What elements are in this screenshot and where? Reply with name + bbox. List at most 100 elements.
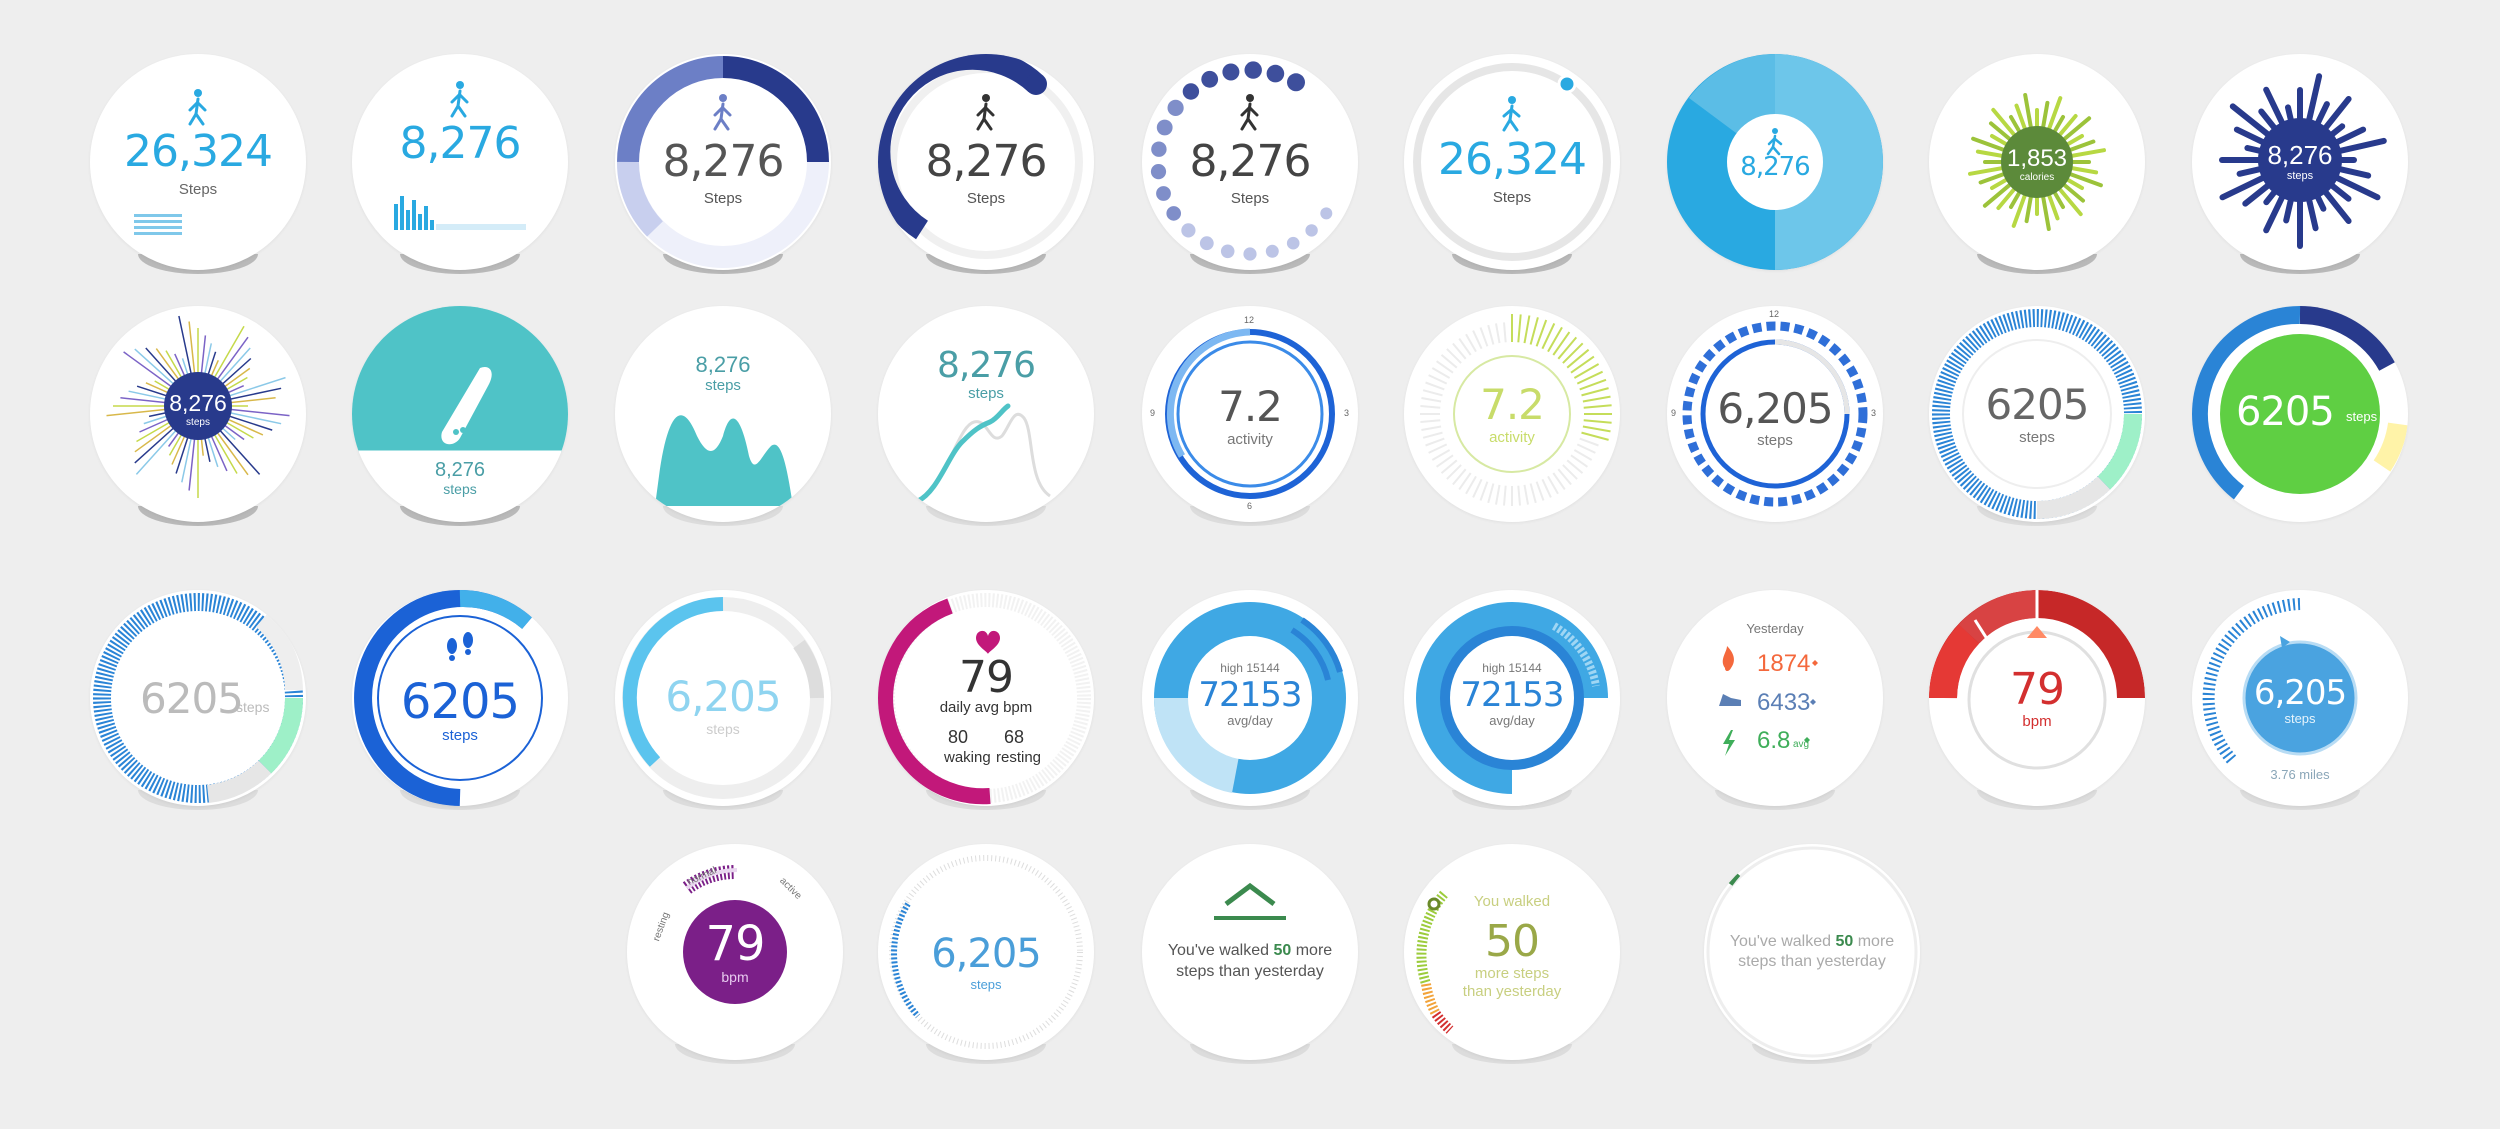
- watch-face-steps-average[interactable]: high 15144 72153 avg/day: [1142, 590, 1358, 810]
- activity-value: 7.2: [1480, 380, 1545, 429]
- steps-label: steps: [705, 377, 741, 394]
- step-count: 6,205: [931, 931, 1042, 977]
- watch-face-bpm-zones[interactable]: resting normal active 79 bpm: [627, 844, 843, 1064]
- chevron-up-icon: [1214, 882, 1286, 920]
- comparison-number: 50: [1835, 933, 1854, 950]
- progress-ring: [622, 597, 824, 799]
- hills-chart: [655, 415, 793, 506]
- progress-ring: [878, 54, 1083, 259]
- watch-face-steps-gradient-ring[interactable]: 8,276 Steps: [615, 54, 831, 274]
- striped-ring: [93, 593, 304, 803]
- step-count: 8,276: [2267, 140, 2333, 170]
- watch-face-steps-navy-ring[interactable]: 8,276 Steps: [878, 54, 1094, 274]
- watch-face-steps-line[interactable]: 8,276 steps: [878, 306, 1094, 526]
- watch-face-steps-rays[interactable]: 8,276 steps: [90, 306, 306, 526]
- watch-face-steps-dots[interactable]: 8,276 Steps: [1142, 54, 1358, 274]
- step-count: 8,276: [169, 390, 227, 416]
- watch-face-steps-bars[interactable]: 26,324 Steps: [90, 54, 306, 274]
- steps-label: steps: [2019, 429, 2055, 446]
- steps-value: 6433: [1757, 689, 1811, 716]
- walker-icon: [188, 89, 207, 126]
- trend-up-icon: [1804, 737, 1810, 743]
- bpm-value: 79: [705, 916, 765, 972]
- calories-count: 1,853: [2006, 145, 2068, 172]
- bpm-gauge: [1929, 590, 2145, 770]
- watch-face-steps-hills[interactable]: 8,276 steps: [615, 306, 831, 526]
- watch-face-steps-footsteps[interactable]: 6205 steps: [352, 590, 568, 810]
- watch-face-bpm-gauge[interactable]: 79 bpm: [1929, 590, 2145, 810]
- bpm-value: 79: [2010, 664, 2065, 715]
- bpm-value: 79: [959, 652, 1014, 703]
- line-chart: [915, 403, 1051, 504]
- watch-face-steps-shoe[interactable]: 8,276 steps: [352, 306, 568, 526]
- watch-face-comparison-chevron[interactable]: You've walked 50 more steps than yesterd…: [1142, 844, 1358, 1064]
- steps-label: Steps: [1230, 190, 1270, 207]
- comparison-line-1: You've walked 50 more: [1167, 942, 1333, 959]
- comparison-number: 50: [1485, 916, 1540, 967]
- waking-value: 80: [948, 727, 969, 747]
- step-count: 8,276: [936, 345, 1036, 386]
- steps-label: steps: [970, 977, 1002, 992]
- watch-face-comparison-light[interactable]: You've walked 50 more steps than yesterd…: [1704, 844, 1920, 1064]
- watch-face-steps-cyan-arc[interactable]: 6,205 steps: [615, 590, 831, 810]
- steps-label: steps: [706, 721, 740, 737]
- watch-face-steps-split[interactable]: 8,276: [1667, 54, 1883, 270]
- watch-face-yesterday-summary[interactable]: Yesterday 1874 6433 6.8 avg: [1667, 590, 1883, 810]
- shoe-icon: [1719, 694, 1741, 706]
- comparison-gauge: [1416, 890, 1454, 1034]
- resting-label: resting: [996, 749, 1042, 766]
- dial-9: 9: [1671, 408, 1677, 418]
- progress-dots: [1150, 61, 1333, 261]
- activity-label: activity: [1227, 431, 1273, 448]
- watch-face-steps-miles[interactable]: 6,205 steps 3.76 miles: [2192, 590, 2408, 810]
- step-count: 6205: [1985, 380, 2090, 429]
- trend-down-icon: [1810, 699, 1816, 705]
- miles-ring: [2202, 598, 2358, 764]
- watch-face-steps-average-bars[interactable]: high 15144 72153 avg/day: [1404, 590, 1620, 810]
- average-label: avg/day: [1489, 713, 1535, 728]
- comparison-top: You walked: [1473, 893, 1551, 910]
- step-count: 6,205: [1717, 384, 1833, 433]
- watch-face-steps-striped-gray[interactable]: 6205 steps: [90, 590, 306, 810]
- step-count: 26,324: [1438, 134, 1587, 185]
- heart-icon: [976, 630, 1000, 654]
- activity-value: 7.2: [1218, 382, 1283, 431]
- watch-face-activity-clock[interactable]: 12 3 6 9 7.2 activity: [1142, 306, 1358, 526]
- watch-face-steps-dashed-clock[interactable]: 12 3 9 6,205 steps: [1667, 306, 1883, 522]
- walker-icon: [450, 81, 469, 118]
- watch-face-comparison-gauge[interactable]: You walked 50 more steps than yesterday: [1404, 844, 1620, 1064]
- step-count: 6205: [400, 674, 520, 730]
- average-value: 72153: [1460, 675, 1564, 715]
- steps-label: steps: [2346, 409, 2378, 424]
- steps-dashed-ring: [1682, 321, 1868, 507]
- bpm-label: daily avg bpm: [939, 699, 1033, 716]
- watch-face-calories-burst[interactable]: 1,853 calories: [1929, 54, 2145, 274]
- step-count: 6,205: [665, 672, 781, 721]
- walker-icon: [976, 94, 995, 131]
- watch-face-activity-lime[interactable]: 7.2 activity: [1404, 306, 1620, 522]
- steps-label: steps: [442, 727, 478, 744]
- dial-12: 12: [1244, 315, 1255, 325]
- tick-ring: [889, 855, 1083, 1049]
- trend-up-icon: [1812, 660, 1818, 666]
- dial-12: 12: [1769, 309, 1780, 319]
- watch-face-steps-equalizer[interactable]: 8,276: [352, 54, 568, 274]
- watch-face-steps-thin-ring[interactable]: 26,324 Steps: [1404, 54, 1620, 274]
- step-count: 8,276: [1740, 152, 1810, 182]
- progress-ring: [1413, 63, 1611, 261]
- watch-face-steps-striped-ring[interactable]: 6205 steps: [1929, 306, 2145, 526]
- watch-face-steps-splat[interactable]: 8,276 steps: [2192, 54, 2408, 274]
- step-count: 26,324: [124, 126, 273, 177]
- steps-rays: [106, 315, 290, 498]
- bolt-icon: [1723, 730, 1735, 756]
- step-count: 8,276: [662, 136, 785, 187]
- watch-face-steps-tick-ring[interactable]: 6,205 steps: [878, 844, 1094, 1064]
- split-disc: [1689, 54, 1883, 270]
- watch-face-heart-rate[interactable]: 79 daily avg bpm 80 waking 68 resting: [878, 590, 1094, 810]
- high-value: high 15144: [1482, 661, 1542, 675]
- watch-face-steps-green-disc[interactable]: 6205 steps: [2192, 306, 2408, 522]
- average-ring: [1416, 602, 1620, 806]
- shoe-icon: [441, 366, 492, 445]
- steps-label: steps: [968, 385, 1004, 402]
